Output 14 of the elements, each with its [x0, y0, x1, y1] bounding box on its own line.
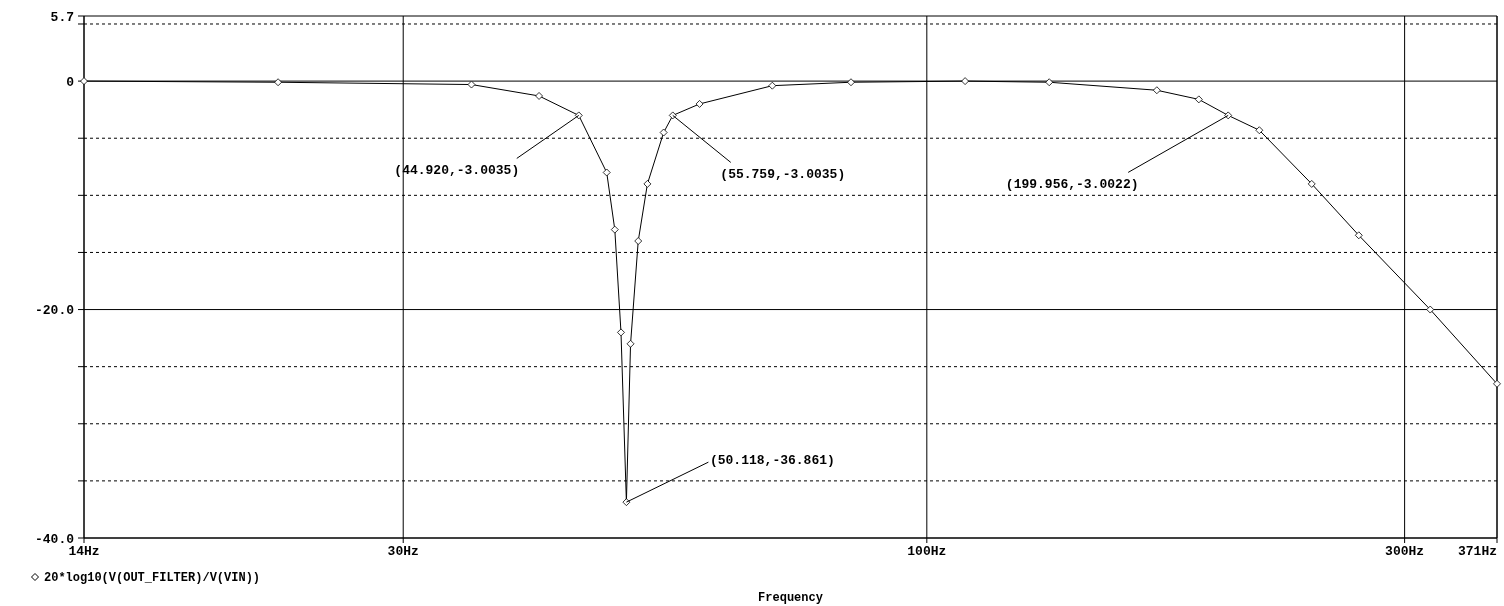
y-tick-label: -20.0 [34, 303, 75, 319]
y-tick-label: -40.0 [34, 531, 75, 547]
x-tick-label: 300Hz [1385, 544, 1425, 559]
x-tick-label: 371Hz [1457, 544, 1497, 559]
y-tick-label: 5.7 [50, 9, 74, 25]
x-tick-label: 14Hz [68, 544, 100, 559]
annotation: (199.956,-3.0022) [1005, 176, 1139, 192]
annotation: (55.759,-3.0035) [720, 166, 846, 182]
y-tick-label: 0 [66, 74, 75, 90]
x-tick-label: 100Hz [907, 544, 947, 559]
legend-label: 20*log10(V(OUT_FILTER)/V(VIN)) [44, 571, 261, 586]
x-axis-title: Frequency [758, 591, 823, 606]
x-tick-label: 30Hz [387, 544, 419, 559]
annotation: (50.118,-36.861) [709, 452, 835, 468]
